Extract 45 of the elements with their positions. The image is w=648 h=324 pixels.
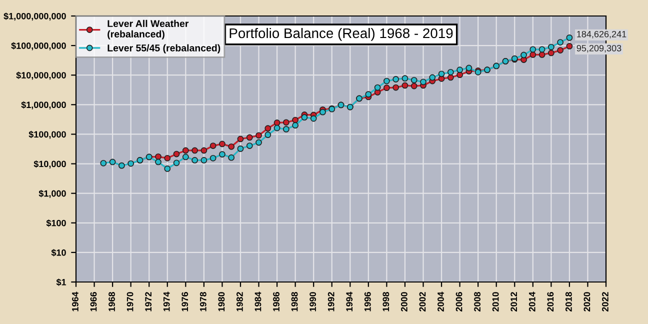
x-tick-label: 1978 (200, 292, 206, 312)
x-tick-label: 1998 (382, 292, 390, 312)
x-tick-label: 2012 (510, 292, 518, 312)
x-tick-label: 1966 (90, 292, 97, 312)
x-tick-label: 2004 (438, 292, 444, 312)
y-tick-label: $100,000 (28, 130, 66, 139)
y-tick-label: $1 (56, 278, 66, 286)
text: Portfolio Balance (Real) 1968 - 2019 (230, 28, 453, 41)
data-label: 95,209,303 (576, 44, 622, 52)
legend-label: Lever 55/45 (rebalanced) (108, 44, 220, 54)
x-tick-label: 2008 (474, 292, 480, 312)
x-tick-label: 1988 (291, 292, 298, 312)
y-tick-label: $1,000 (38, 190, 66, 198)
x-tick-label: 1994 (346, 292, 353, 312)
x-tick-label: 2010 (492, 292, 499, 312)
x-tick-label: 1968 (108, 292, 115, 312)
x-tick-label: 1974 (163, 292, 170, 312)
y-tick-label: $1,000,000,000 (4, 12, 66, 21)
x-tick-label: 1982 (236, 292, 243, 312)
x-tick-label: 1972 (145, 292, 152, 312)
data-label: 184,626,241 (577, 30, 626, 38)
x-tick-label: 1984 (254, 292, 262, 312)
x-tick-label: 2006 (456, 292, 462, 312)
x-tick-label: 1980 (218, 292, 225, 312)
y-tick-label: $10,000,000 (16, 72, 66, 80)
x-tick-label: 2022 (602, 292, 608, 312)
y-tick-label: $10,000 (34, 160, 66, 168)
x-tick-label: 2018 (565, 292, 572, 312)
x-tick-label: 1976 (182, 292, 188, 312)
x-tick-label: 2014 (528, 292, 536, 312)
y-tick-label: $100,000,000 (11, 42, 66, 50)
y-tick-label: $100 (46, 219, 66, 227)
legend-label: Lever All Weather (rebalanced) (108, 20, 189, 40)
y-tick-label: $1,000,000 (21, 101, 66, 110)
x-tick-label: 1964 (72, 292, 78, 312)
x-tick-label: 1992 (328, 292, 334, 312)
x-tick-label: 2002 (419, 292, 426, 312)
x-tick-label: 1970 (126, 292, 134, 312)
x-tick-label: 2000 (400, 292, 408, 312)
y-tick-label: $10 (51, 249, 66, 256)
x-tick-label: 1986 (273, 292, 280, 312)
x-tick-label: 1990 (310, 292, 316, 312)
x-tick-label: 2016 (547, 292, 554, 312)
x-tick-label: 1996 (364, 292, 371, 312)
x-tick-label: 2020 (584, 292, 590, 312)
